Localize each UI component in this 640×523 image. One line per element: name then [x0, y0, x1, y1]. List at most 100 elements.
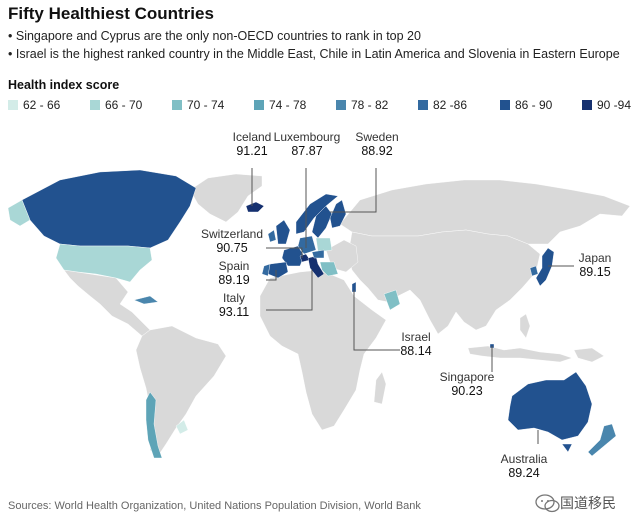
legend-label: 74 - 78: [269, 98, 307, 112]
callout-country: Sweden: [355, 130, 399, 144]
callout-value: 91.21: [236, 144, 268, 158]
country-poland-area: [315, 237, 333, 253]
legend-label: 66 - 70: [105, 98, 143, 112]
leader-line-spain: [266, 270, 277, 281]
legend-label: 70 - 74: [187, 98, 225, 112]
callout-iceland: Iceland 91.21: [214, 130, 290, 158]
source-note: Sources: World Health Organization, Unit…: [8, 500, 421, 512]
leader-line-italy: [266, 270, 313, 311]
unranked-land: [63, 173, 631, 457]
callout-country: Switzerland: [200, 227, 264, 241]
callout-value: 89.24: [508, 466, 540, 480]
greenland-shape: [189, 173, 263, 223]
callout-country: Luxembourg: [273, 130, 341, 144]
callout-country: Israel: [401, 330, 431, 344]
legend-label: 90 -94: [597, 98, 632, 112]
asia-shape: [347, 229, 541, 335]
callout-value: 89.19: [218, 273, 250, 287]
country-tasmania: [561, 443, 573, 453]
callout-switzerland: Switzerland 90.75: [194, 227, 270, 255]
legend-swatch: [418, 100, 428, 110]
callout-country: Japan: [578, 251, 612, 265]
bullet-text: Singapore and Cyprus are the only non-OE…: [15, 29, 421, 43]
leader-lines: [251, 168, 574, 444]
callout-value: 93.11: [218, 305, 250, 319]
legend-label: 82 -86: [433, 98, 468, 112]
callout-japan: Japan 89.15: [570, 251, 620, 279]
country-south-korea: [529, 265, 539, 277]
country-canada: [21, 169, 197, 249]
callout-value: 87.87: [291, 144, 323, 158]
country-chile: [145, 391, 163, 459]
legend-item: 70 - 74: [172, 98, 224, 114]
callout-value: 90.75: [216, 241, 248, 255]
country-uk: [275, 219, 291, 245]
watermark-text: 国道移民: [560, 495, 616, 511]
callout-country: Spain: [218, 259, 250, 273]
bullet-item: • Singapore and Cyprus are the only non-…: [8, 29, 421, 43]
legend: 62 - 66 66 - 70 70 - 74 74 - 78 78 - 82 …: [8, 98, 638, 114]
indonesia-shape: [467, 345, 573, 363]
country-iceland: [245, 201, 265, 213]
legend-label: 78 - 82: [351, 98, 389, 112]
callout-israel: Israel 88.14: [396, 330, 436, 358]
legend-item: 62 - 66: [8, 98, 60, 114]
callout-country: Singapore: [439, 370, 495, 384]
country-uruguay: [175, 419, 189, 435]
legend-item: 90 -94: [582, 98, 631, 114]
mexico-shape: [63, 269, 151, 337]
south-america-shape: [135, 325, 227, 457]
callout-sweden: Sweden 88.92: [344, 130, 410, 158]
legend-swatch: [254, 100, 264, 110]
philippines-shape: [519, 313, 531, 339]
country-usa: [55, 243, 153, 283]
legend-item: 66 - 70: [90, 98, 142, 114]
legend-swatch: [500, 100, 510, 110]
country-oman: [383, 289, 401, 311]
country-austria-slovenia: [311, 249, 325, 259]
legend-item: 74 - 78: [254, 98, 306, 114]
bullet-item: • Israel is the highest ranked country i…: [8, 47, 620, 61]
page-title: Fifty Healthiest Countries: [8, 4, 214, 23]
callout-value: 90.23: [451, 384, 483, 398]
country-usa-alaska: [7, 199, 31, 227]
callout-country: Italy: [222, 291, 245, 305]
country-new-zealand: [587, 423, 617, 457]
ranked-countries: [7, 169, 617, 459]
legend-label: 86 - 90: [515, 98, 553, 112]
callout-value: 89.15: [579, 265, 611, 279]
legend-swatch: [8, 100, 18, 110]
callout-value: 88.92: [361, 144, 393, 158]
madagascar-shape: [373, 371, 387, 405]
legend-label: 62 - 66: [23, 98, 61, 112]
callout-luxembourg: Luxembourg 87.87: [266, 130, 348, 158]
callout-value: 88.14: [400, 344, 432, 358]
callout-country: Iceland: [232, 130, 272, 144]
wechat-logo-icon: [535, 494, 560, 513]
leader-line-switzerland: [266, 247, 303, 258]
callout-australia: Australia 89.24: [496, 452, 552, 480]
leader-line-israel: [353, 290, 400, 351]
callout-singapore: Singapore 90.23: [432, 370, 502, 398]
leader-line-sweden: [330, 168, 377, 213]
legend-swatch: [172, 100, 182, 110]
callout-country: Australia: [500, 452, 548, 466]
legend-swatch: [90, 100, 100, 110]
country-japan: [535, 247, 555, 287]
world-map: [7, 168, 631, 459]
country-greece-balkans: [319, 261, 339, 277]
country-portugal: [261, 263, 271, 277]
country-ireland: [267, 229, 277, 243]
country-finland: [329, 199, 347, 229]
country-cuba: [133, 295, 159, 305]
legend-title: Health index score: [8, 78, 120, 92]
bullet-list: • Singapore and Cyprus are the only non-…: [8, 27, 620, 63]
legend-swatch: [336, 100, 346, 110]
bullet-text: Israel is the highest ranked country in …: [15, 47, 620, 61]
callout-spain: Spain 89.19: [204, 259, 264, 287]
callout-italy: Italy 93.11: [204, 291, 264, 319]
papua-shape: [573, 347, 605, 363]
country-israel: [351, 281, 357, 293]
legend-swatch: [582, 100, 592, 110]
legend-item: 78 - 82: [336, 98, 388, 114]
